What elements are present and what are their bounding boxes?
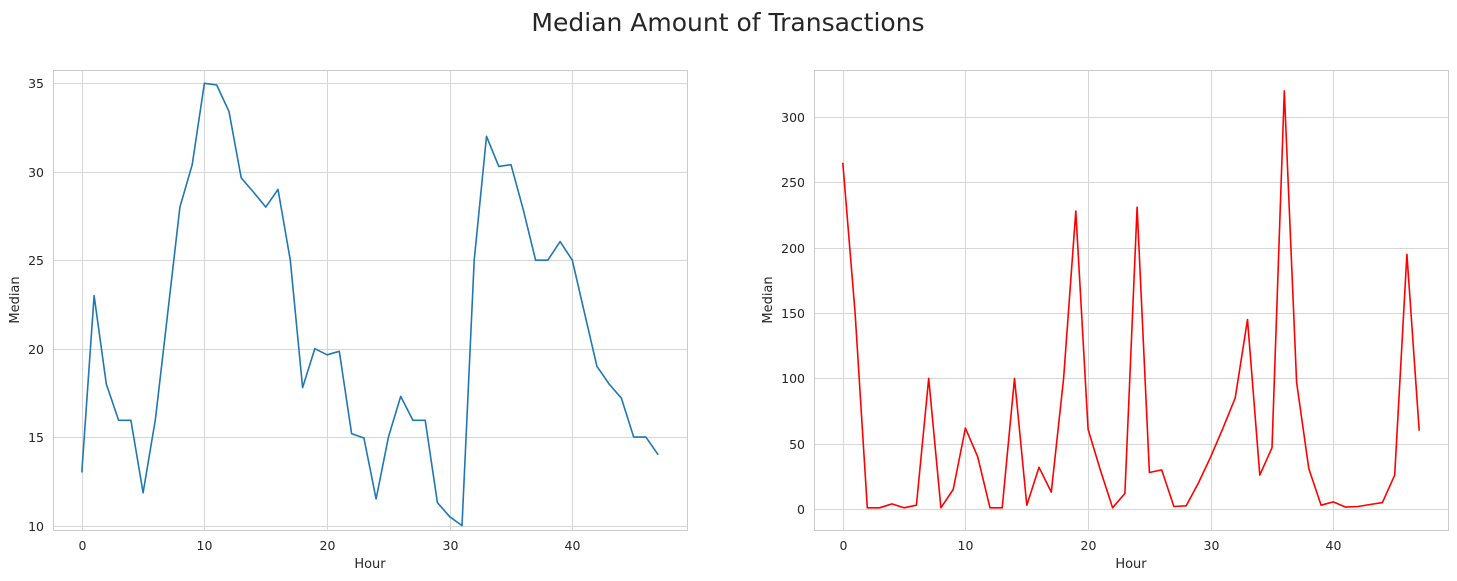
right-chart-ticks: 0 10 20 30 40 0 50 100 150 200 250 300 bbox=[781, 110, 1341, 553]
left-chart-x-tick-label: 10 bbox=[197, 538, 213, 553]
left-chart-series-line bbox=[81, 82, 659, 527]
left-chart-frame bbox=[53, 70, 688, 531]
right-chart-y-axis-label: Median bbox=[761, 276, 776, 323]
left-chart-y-tick-label: 30 bbox=[28, 165, 44, 180]
left-chart-grid bbox=[53, 70, 687, 530]
left-chart-y-tick-label: 15 bbox=[28, 430, 44, 445]
right-chart-x-tick-label: 30 bbox=[1204, 538, 1220, 553]
right-chart-frame bbox=[814, 70, 1449, 531]
right-chart-y-tick-label: 150 bbox=[781, 306, 805, 321]
right-chart-x-tick-label: 0 bbox=[840, 538, 848, 553]
right-chart-series-line bbox=[842, 90, 1420, 509]
right-chart-grid bbox=[814, 70, 1448, 530]
left-chart-x-tick-label: 40 bbox=[565, 538, 581, 553]
left-chart-x-axis-label: Hour bbox=[354, 557, 386, 572]
left-chart-y-axis-label: Median bbox=[8, 276, 23, 323]
left-chart-y-tick-label: 20 bbox=[28, 342, 44, 357]
right-chart-y-tick-label: 50 bbox=[789, 437, 805, 452]
right-chart-x-tick-label: 20 bbox=[1081, 538, 1097, 553]
left-chart-ticks: 0 10 20 30 40 10 15 20 25 30 35 bbox=[28, 76, 580, 553]
right-chart-x-tick-label: 40 bbox=[1326, 538, 1342, 553]
left-chart-x-tick-label: 30 bbox=[443, 538, 459, 553]
right-chart-x-tick-label: 10 bbox=[958, 538, 974, 553]
left-chart-y-tick-label: 10 bbox=[28, 519, 44, 534]
left-chart-y-tick-label: 25 bbox=[28, 253, 44, 268]
figure-title: Median Amount of Transactions bbox=[531, 8, 924, 37]
right-chart-y-tick-label: 300 bbox=[781, 110, 805, 125]
right-chart: 0 10 20 30 40 0 50 100 150 200 250 300 Hour Median bbox=[761, 70, 1449, 572]
right-chart-x-axis-label: Hour bbox=[1115, 557, 1147, 572]
right-chart-y-tick-label: 100 bbox=[781, 371, 805, 386]
right-chart-y-tick-label: 200 bbox=[781, 241, 805, 256]
right-chart-y-tick-label: 250 bbox=[781, 175, 805, 190]
left-chart-y-tick-label: 35 bbox=[28, 76, 44, 91]
left-chart: 0 10 20 30 40 10 15 20 25 30 35 Hour Median bbox=[8, 70, 688, 572]
left-chart-x-tick-label: 0 bbox=[79, 538, 87, 553]
left-chart-x-tick-label: 20 bbox=[320, 538, 336, 553]
right-chart-y-tick-label: 0 bbox=[797, 502, 805, 517]
